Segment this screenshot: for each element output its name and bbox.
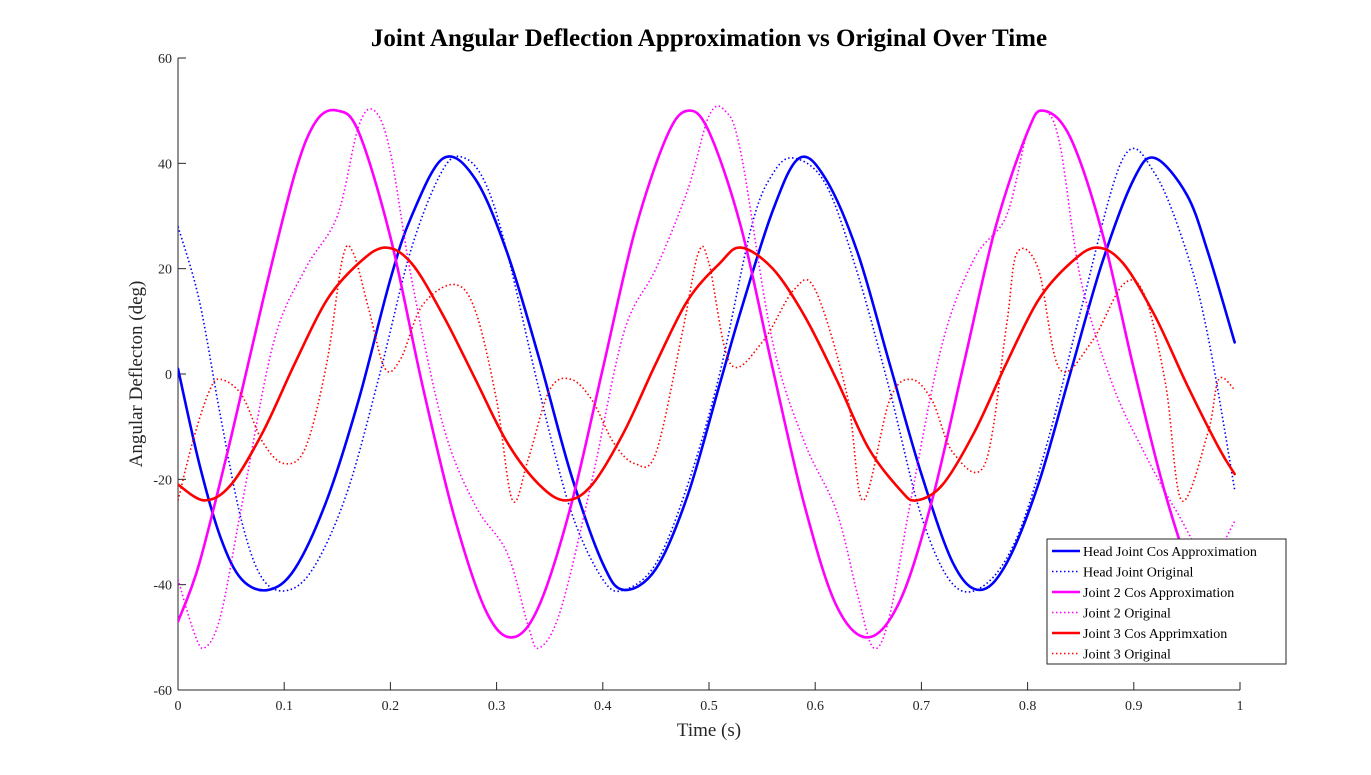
- plot-area: 0 0.1 0.2 0.3 0.4 0.5 0.6 0.7 0.8 0.9 1 -60 -40 -20 0…: [153, 52, 1243, 714]
- y-tick-label: 60: [158, 52, 172, 67]
- legend-label: Joint 2 Cos Approximation: [1083, 586, 1234, 601]
- y-axis-label: Angular Deflecton (deg): [126, 281, 147, 468]
- y-tick-label: -20: [153, 473, 172, 488]
- legend-label: Head Joint Original: [1083, 566, 1194, 581]
- legend-label: Joint 2 Original: [1083, 607, 1171, 622]
- series-lines: [178, 105, 1236, 650]
- series-line-2: [178, 147, 1236, 593]
- x-tick-label: 0.4: [594, 699, 612, 714]
- legend-label: Joint 3 Original: [1083, 648, 1171, 663]
- x-tick-label: 0.2: [382, 699, 400, 714]
- x-tick-label: 0.8: [1019, 699, 1037, 714]
- y-tick-label: 0: [165, 368, 172, 383]
- chart-title: Joint Angular Deflection Approximation v…: [371, 25, 1047, 52]
- x-tick-label: 0.1: [275, 699, 293, 714]
- series-line-1: [178, 155, 1236, 592]
- x-tick-label: 0: [175, 699, 182, 714]
- legend-label: Head Joint Cos Approximation: [1083, 545, 1257, 560]
- x-ticks: 0 0.1 0.2 0.3 0.4 0.5 0.6 0.7 0.8 0.9 1: [175, 682, 1244, 714]
- y-tick-label: 20: [158, 263, 172, 278]
- legend-label: Joint 3 Cos Apprimxation: [1083, 627, 1227, 642]
- series-line-4: [178, 105, 1236, 650]
- y-tick-label: -60: [153, 684, 172, 699]
- legend-box: [1046, 538, 1287, 665]
- series-line-5: [178, 246, 1236, 502]
- x-tick-label: 0.7: [913, 699, 931, 714]
- x-tick-label: 0.3: [488, 699, 506, 714]
- x-tick-label: 0.9: [1125, 699, 1143, 714]
- x-axis-label: Time (s): [677, 720, 741, 741]
- x-tick-label: 0.6: [806, 699, 824, 714]
- series-line-6: [178, 244, 1236, 503]
- y-ticks: -60 -40 -20 0 20 40 60: [153, 52, 186, 699]
- x-tick-label: 1: [1237, 699, 1244, 714]
- y-tick-label: -40: [153, 579, 172, 594]
- legend: Head Joint Cos Approximation Head Joint O…: [1046, 538, 1287, 665]
- x-tick-label: 0.5: [700, 699, 718, 714]
- y-tick-label: 40: [158, 157, 172, 172]
